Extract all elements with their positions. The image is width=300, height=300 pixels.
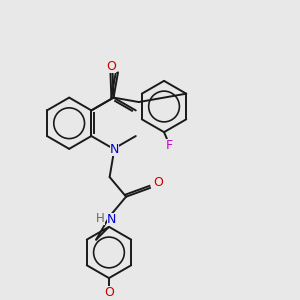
Text: F: F (165, 140, 172, 152)
Text: O: O (106, 60, 116, 73)
Text: O: O (153, 176, 163, 190)
Text: O: O (106, 58, 116, 72)
Text: O: O (104, 286, 114, 299)
Text: N: N (107, 213, 116, 226)
Text: H: H (96, 212, 105, 225)
Text: N: N (110, 143, 119, 156)
